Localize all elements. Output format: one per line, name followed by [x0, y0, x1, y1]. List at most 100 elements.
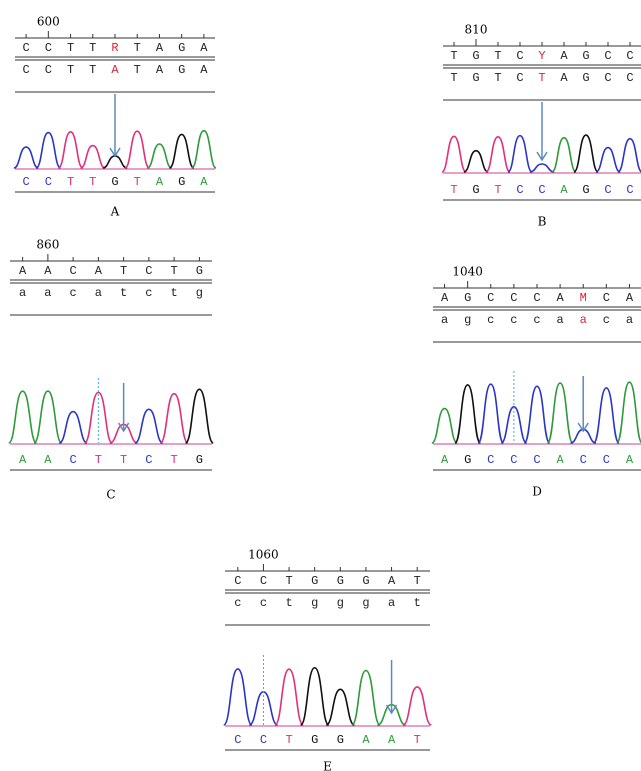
- sample-base: g: [196, 286, 203, 300]
- panel-label: C: [106, 488, 115, 502]
- sample-base: C: [626, 71, 633, 85]
- called-base: C: [626, 183, 633, 197]
- panel-label: A: [110, 205, 120, 219]
- sample-base: g: [362, 596, 369, 610]
- sample-base: C: [604, 71, 611, 85]
- sample-base: a: [388, 596, 395, 610]
- called-base: G: [582, 183, 589, 197]
- called-base: T: [494, 183, 501, 197]
- called-base: C: [603, 453, 610, 467]
- reference-base: G: [362, 574, 369, 588]
- sample-base: c: [533, 313, 540, 327]
- called-base: A: [388, 733, 396, 747]
- sample-base: C: [516, 71, 523, 85]
- called-base: G: [196, 453, 203, 467]
- called-base: C: [23, 175, 30, 189]
- sample-base: a: [44, 286, 51, 300]
- sample-base: T: [450, 71, 457, 85]
- position-number: 810: [465, 23, 488, 37]
- called-base: T: [120, 453, 127, 467]
- sample-base: G: [582, 71, 589, 85]
- sample-base: c: [603, 313, 610, 327]
- called-base: G: [111, 175, 118, 189]
- reference-base: C: [45, 41, 52, 55]
- reference-base: T: [134, 41, 141, 55]
- trace-peak: [596, 148, 620, 172]
- reference-base: C: [626, 49, 633, 63]
- sample-base: C: [45, 63, 52, 77]
- sample-base: c: [145, 286, 152, 300]
- trace-peak: [478, 384, 503, 443]
- trace-peak: [59, 412, 87, 443]
- reference-base: G: [196, 264, 203, 278]
- position-number: 1060: [248, 548, 279, 562]
- position-number: 600: [37, 15, 60, 29]
- reference-base: T: [494, 49, 501, 63]
- sample-base: g: [464, 313, 471, 327]
- sample-base: T: [494, 71, 501, 85]
- sample-base: c: [260, 596, 267, 610]
- sample-base: g: [337, 596, 344, 610]
- sample-base: T: [89, 63, 96, 77]
- trace-peak: [160, 394, 188, 443]
- reference-base: C: [260, 574, 267, 588]
- page: 600CCTTRTAGACCTTATAGACCTTGTAGAA810TGTCYA…: [0, 0, 641, 771]
- reference-base: Y: [538, 49, 545, 63]
- reference-base: A: [95, 264, 103, 278]
- called-base: C: [70, 453, 77, 467]
- sample-base: c: [510, 313, 517, 327]
- called-base: C: [538, 183, 545, 197]
- called-base: G: [337, 733, 344, 747]
- called-base: C: [604, 183, 611, 197]
- reference-base: C: [516, 49, 523, 63]
- called-base: C: [487, 453, 494, 467]
- trace-peak: [192, 131, 216, 168]
- called-base: C: [580, 453, 587, 467]
- panel-label: E: [323, 760, 332, 771]
- trace-peak: [185, 389, 213, 443]
- reference-base: A: [560, 49, 568, 63]
- sample-base: t: [171, 286, 178, 300]
- sample-base: A: [111, 63, 119, 77]
- reference-base: C: [510, 291, 517, 305]
- reference-base: A: [388, 574, 396, 588]
- called-base: A: [626, 453, 634, 467]
- sample-base: A: [560, 71, 568, 85]
- sample-base: T: [134, 63, 141, 77]
- sample-base: t: [285, 596, 292, 610]
- reference-base: G: [472, 49, 479, 63]
- sample-base: G: [472, 71, 479, 85]
- sample-base: a: [19, 286, 26, 300]
- trace-peak: [224, 669, 252, 725]
- called-base: T: [67, 175, 74, 189]
- sample-base: T: [538, 71, 545, 85]
- trace-peak: [81, 146, 105, 168]
- reference-base: A: [626, 291, 634, 305]
- called-base: G: [464, 453, 471, 467]
- called-base: C: [260, 733, 267, 747]
- called-base: C: [234, 733, 241, 747]
- trace-peak: [594, 388, 619, 443]
- called-base: T: [89, 175, 96, 189]
- reference-base: A: [19, 264, 27, 278]
- trace-peak: [574, 135, 598, 172]
- sample-base: a: [557, 313, 564, 327]
- panel-label: B: [538, 215, 547, 229]
- reference-base: T: [285, 574, 292, 588]
- reference-base: A: [200, 41, 208, 55]
- reference-base: C: [533, 291, 540, 305]
- trace-peak: [147, 144, 171, 168]
- called-base: A: [156, 175, 164, 189]
- trace-peak: [169, 134, 193, 168]
- trace-peak: [455, 385, 480, 443]
- called-base: A: [19, 453, 27, 467]
- reference-base: T: [120, 264, 127, 278]
- reference-base: T: [67, 41, 74, 55]
- position-number: 860: [36, 238, 59, 252]
- called-base: A: [362, 733, 370, 747]
- sample-base: t: [414, 596, 421, 610]
- called-base: A: [441, 453, 449, 467]
- panel-label: D: [532, 485, 542, 499]
- reference-base: A: [557, 291, 565, 305]
- trace-peak: [617, 382, 641, 443]
